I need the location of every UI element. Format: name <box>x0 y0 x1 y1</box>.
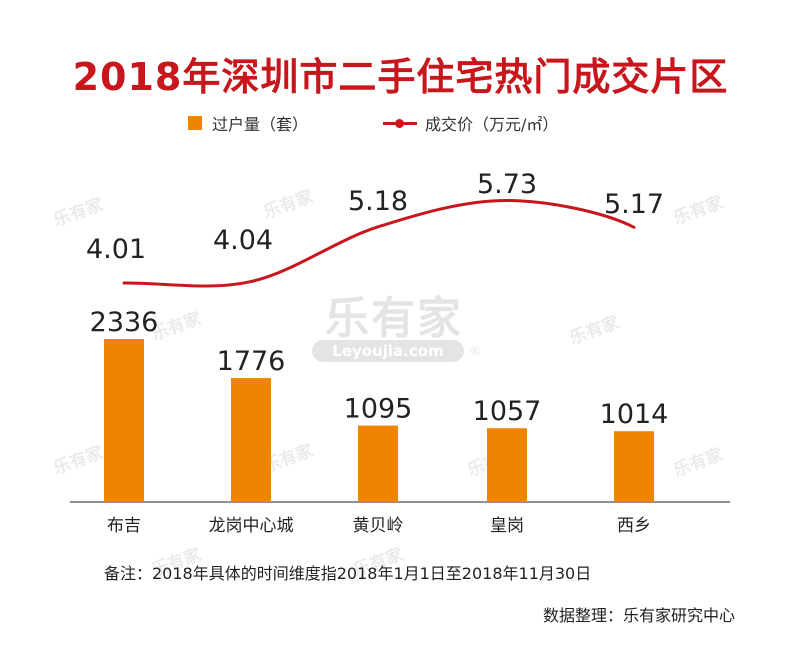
bar-value-label: 1057 <box>473 396 542 427</box>
x-tick-label: 布吉 <box>107 516 141 536</box>
bar-西乡 <box>614 431 654 502</box>
legend-bar-label: 过户量（套） <box>212 115 309 134</box>
legend-item-line: 成交价（万元/㎡） <box>383 110 558 136</box>
x-tick-label: 皇岗 <box>490 516 524 536</box>
bar-布吉 <box>104 339 144 502</box>
bar-value-label: 1014 <box>600 399 669 430</box>
line-value-label: 5.17 <box>604 189 664 220</box>
footnote: 备注：2018年具体的时间维度指2018年1月1日至2018年11月30日 <box>104 564 592 583</box>
source-note: 数据整理：乐有家研究中心 <box>542 606 735 625</box>
bar-value-label: 1095 <box>344 394 413 425</box>
legend-line-label: 成交价（万元/㎡） <box>425 115 559 134</box>
bar-黄贝岭 <box>358 425 398 502</box>
legend-line-swatch <box>383 116 417 130</box>
watermark-logo: 乐有家 Leyoujia.com ® <box>306 282 482 368</box>
bar-龙岗中心城 <box>231 378 271 502</box>
bar-皇岗 <box>487 428 527 502</box>
bar-value-label: 2336 <box>90 307 159 338</box>
x-tick-label: 龙岗中心城 <box>209 516 294 536</box>
line-value-label: 4.04 <box>213 225 273 256</box>
legend-item-bar: 过户量（套） <box>188 110 308 136</box>
line-value-label: 5.73 <box>477 169 537 200</box>
x-tick-label: 西乡 <box>617 516 651 536</box>
legend-bar-swatch <box>188 116 202 130</box>
line-value-label: 4.01 <box>86 234 146 265</box>
bar-value-label: 1776 <box>217 346 286 377</box>
legend: 过户量（套） 成交价（万元/㎡） <box>0 110 801 136</box>
line-value-label: 5.18 <box>348 186 408 217</box>
x-tick-label: 黄贝岭 <box>353 516 404 536</box>
chart-title: 2018年深圳市二手住宅热门成交片区 <box>72 55 729 99</box>
